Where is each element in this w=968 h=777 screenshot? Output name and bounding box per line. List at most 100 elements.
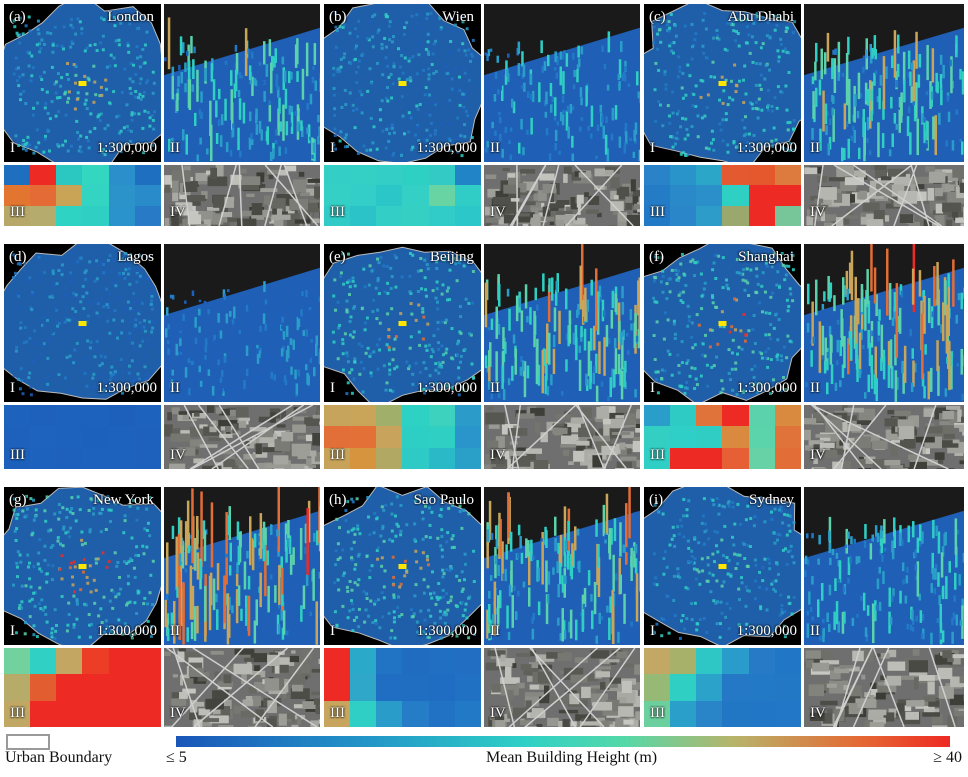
heatmap-cell	[454, 205, 481, 226]
map-3d-sydney: II	[804, 487, 964, 645]
subpanel-label-iii: III	[650, 447, 665, 463]
subpanel-label-iv: IV	[170, 447, 186, 463]
subpanel-label-i: I	[10, 140, 15, 156]
subpanel-label-ii: II	[170, 380, 180, 396]
heatmap-cell	[56, 426, 83, 448]
heatmap-cell	[748, 648, 775, 675]
heatmap-cell	[402, 185, 429, 206]
heatmap-cell	[134, 674, 161, 701]
heatmap-cell	[644, 674, 671, 701]
heatmap-cell	[376, 205, 403, 226]
heatmap-cell	[696, 447, 723, 469]
map-3d-london: II	[164, 4, 320, 162]
map-scale: 1:300,000	[416, 623, 477, 639]
heatmap-cell	[350, 205, 377, 226]
heatmap-cell	[748, 405, 775, 427]
heatmap-cell	[82, 447, 109, 469]
panel-tag: (e)	[329, 249, 346, 265]
heatmap-cell	[670, 165, 697, 186]
heatmap-cell	[108, 674, 135, 701]
map-3d-lagos: II	[164, 244, 320, 402]
heatmap-cell	[30, 426, 57, 448]
heatmap-cell	[30, 447, 57, 469]
heatmap-cell	[722, 185, 749, 206]
figure-grid: (a) London I 1:300,000 II III IV (b) Wien I 1:300,…	[4, 4, 964, 727]
heatmap-cell	[644, 447, 671, 469]
heatmap-cell	[774, 165, 801, 186]
map-3d-wien: II	[484, 4, 640, 162]
heatmap-cell	[4, 185, 31, 206]
heatmap-cell	[350, 447, 377, 469]
colorbar-min-label: ≤ 5	[166, 749, 187, 766]
heatmap-cell	[454, 426, 481, 448]
heatmap-cell	[82, 405, 109, 427]
map-2d-graphic	[324, 4, 481, 162]
map-2d-sao-paulo: (h) Sao Paulo I 1:300,000	[324, 487, 481, 645]
heatmap-cell	[4, 447, 31, 469]
map-3d-graphic	[484, 27, 640, 162]
heatmap-cell	[696, 648, 723, 675]
subpanel-label-i: I	[10, 380, 15, 396]
heatmap-cell	[454, 648, 481, 675]
satellite-new-york: IV	[164, 648, 320, 727]
heatmap-cell	[108, 185, 135, 206]
heatmap-cell	[4, 674, 31, 701]
legend: Urban Boundary ≤ 5 Mean Building Height …	[0, 730, 968, 777]
heatmap-cell	[134, 426, 161, 448]
map-2d-graphic	[644, 487, 801, 645]
heatmap-cell	[428, 165, 455, 186]
heatmap-abu-dhabi: III	[644, 165, 801, 226]
satellite-wien: IV	[484, 165, 640, 226]
heatmap-cell	[376, 674, 403, 701]
heatmap-cell	[30, 648, 57, 675]
map-scale: 1:300,000	[416, 140, 477, 156]
heatmap-cell	[4, 700, 31, 727]
heatmap-cell	[4, 405, 31, 427]
heatmap-cell	[454, 165, 481, 186]
heatmap-cell	[644, 185, 671, 206]
heatmap-cell	[56, 165, 83, 186]
heatmap-cell	[722, 205, 749, 226]
heatmap-cell	[108, 405, 135, 427]
subpanel-label-i: I	[330, 623, 335, 639]
heatmap-cell	[428, 205, 455, 226]
heatmap-cell	[56, 405, 83, 427]
heatmap-cell	[376, 185, 403, 206]
city-name: Sydney	[749, 492, 794, 508]
subpanel-label-ii: II	[490, 380, 500, 396]
heatmap-cell	[748, 700, 775, 727]
colorbar-max-label: ≥ 40	[933, 749, 962, 766]
heatmap-cell	[722, 405, 749, 427]
subpanel-label-iii: III	[330, 447, 345, 463]
heatmap-cell	[82, 165, 109, 186]
map-3d-abu-dhabi: II	[804, 4, 964, 162]
satellite-beijing: IV	[484, 405, 640, 469]
map-2d-shanghai: (f) Shanghai I 1:300,000	[644, 244, 801, 402]
map-2d-beijing: (e) Beijing I 1:300,000	[324, 244, 481, 402]
heatmap-cell	[350, 648, 377, 675]
map-3d-beijing: II	[484, 244, 640, 402]
heatmap-cell	[670, 648, 697, 675]
heatmap-cell	[454, 185, 481, 206]
heatmap-cell	[350, 426, 377, 448]
map-scale: 1:300,000	[736, 380, 797, 396]
subpanel-label-iv: IV	[170, 705, 186, 721]
urban-boundary-swatch	[6, 734, 50, 750]
heatmap-cell	[402, 426, 429, 448]
heatmap-cell	[82, 674, 109, 701]
heatmap-cell	[696, 205, 723, 226]
city-name: New York	[93, 492, 154, 508]
satellite-graphic	[164, 165, 320, 226]
city-name: Wien	[442, 9, 474, 25]
satellite-shanghai: IV	[804, 405, 964, 469]
map-scale: 1:300,000	[736, 623, 797, 639]
subpanel-label-iv: IV	[810, 447, 826, 463]
heatmap-cell	[644, 205, 671, 226]
panel-tag: (i)	[649, 492, 664, 508]
satellite-graphic	[484, 165, 640, 226]
map-2d-wien: (b) Wien I 1:300,000	[324, 4, 481, 162]
heatmap-cell	[350, 185, 377, 206]
heatmap-cell	[82, 700, 109, 727]
heatmap-cell	[774, 405, 801, 427]
heatmap-cell	[402, 700, 429, 727]
